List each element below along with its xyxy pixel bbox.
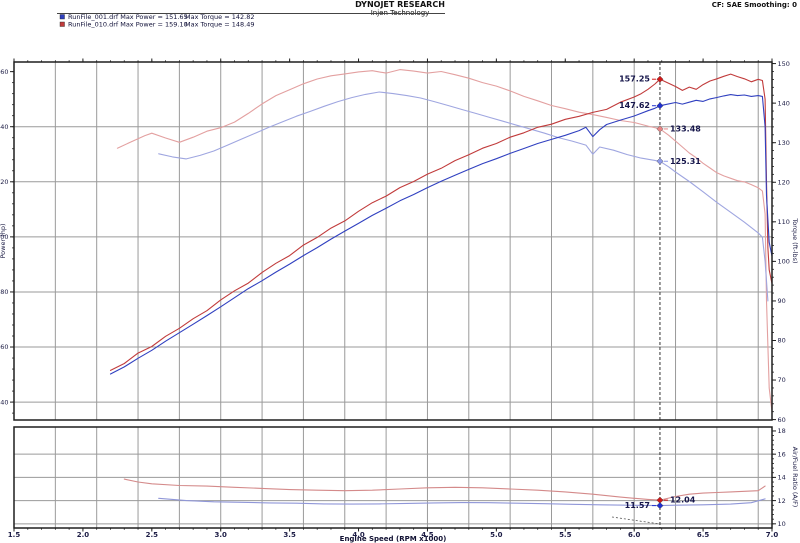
x-tick-label: 4.0	[352, 531, 365, 539]
x-tick-label: 6.0	[628, 531, 641, 539]
x-tick-label: 2.5	[146, 531, 159, 539]
y_right-tick-label: 90	[778, 297, 786, 305]
main-chart: 160 140 120 100 80 60 40 150 140 130 120 110 100 90 80…	[0, 58, 790, 424]
y_right-tick-label: 60	[778, 416, 786, 424]
annotation-label: 157.25	[619, 75, 650, 84]
torque-axis-label: Torque (ft-lbs)	[791, 217, 799, 263]
chart-border	[13, 426, 773, 529]
annotation-marker[interactable]	[656, 125, 664, 133]
legend-run-label: RunFile_010.drf Max Power = 159.10	[68, 21, 188, 29]
x-tick-label: 5.5	[559, 531, 572, 539]
x-tick-label: 6.5	[697, 531, 710, 539]
power-axis-label: Power (hp)	[0, 223, 7, 258]
y_left-tick-label: 80	[0, 288, 8, 296]
annotation-label: 147.62	[619, 101, 650, 110]
legend-swatch	[59, 21, 65, 27]
header-title: DYNOJET RESEARCH	[355, 0, 445, 9]
x-tick-label: 1.5	[8, 531, 21, 539]
y_left-tick-label: 120	[0, 178, 9, 186]
legend-run-label: RunFile_001.drf Max Power = 151.65	[68, 13, 188, 21]
cursor-label-leader	[611, 516, 661, 525]
y_right-tick-label: 150	[778, 60, 790, 68]
y_right-tick-label: 140	[778, 99, 790, 107]
y_right-tick-label: 12	[778, 497, 786, 505]
y_right-tick-label: 16	[778, 450, 786, 458]
x-tick-label: 5.0	[490, 531, 503, 539]
y_left-tick-label: 40	[0, 398, 8, 406]
legend-swatch	[59, 14, 65, 20]
annotation-marker[interactable]	[656, 502, 664, 510]
annotation-label: 133.48	[670, 124, 701, 133]
y_right-tick-label: 120	[778, 178, 790, 186]
x-tick-label: 2.0	[77, 531, 90, 539]
y_right-tick-label: 130	[778, 139, 790, 147]
annotation-marker[interactable]	[656, 102, 664, 110]
x-tick-label: 3.0	[215, 531, 228, 539]
y_right-tick-label: 14	[778, 474, 786, 482]
annotation-label: 11.57	[625, 501, 650, 510]
y_right-tick-label: 100	[778, 258, 790, 266]
annotation-marker[interactable]	[656, 75, 664, 83]
af-run010-curve	[123, 478, 766, 501]
x-tick-label: 7.0	[766, 531, 779, 539]
engine-speed-axis-label: Engine Speed (RPM x1000)	[340, 535, 447, 543]
power-run010-curve	[109, 73, 773, 371]
af-run001-curve	[158, 497, 766, 507]
annotation-marker[interactable]	[656, 157, 664, 165]
y_right-tick-label: 80	[778, 337, 786, 345]
legend-torque-label: Max Torque = 148.49	[185, 21, 254, 29]
y_left-tick-label: 140	[0, 123, 9, 131]
torque-run001-curve	[158, 91, 769, 302]
torque-run010-curve	[116, 69, 773, 413]
af-chart: 18 16 14 12 10 1.5 2.0 2.5 3.0 3.5 4.0 4.5 5.0 5.5 6.0…	[8, 426, 786, 539]
correction-info: CF: SAE Smoothing: 0	[712, 1, 797, 9]
annotation-label: 125.31	[670, 157, 701, 166]
y_right-tick-label: 70	[778, 376, 786, 384]
y_left-tick-label: 60	[0, 343, 8, 351]
af-ratio-axis-label: Air/Fuel Ratio (A/F)	[791, 447, 799, 508]
power-run001-curve	[109, 94, 773, 375]
x-tick-label: 3.5	[283, 531, 296, 539]
y_right-tick-label: 18	[778, 427, 786, 435]
y_left-tick-label: 160	[0, 68, 9, 76]
chart-border	[13, 61, 773, 421]
x-tick-label: 4.5	[421, 531, 434, 539]
y_right-tick-label: 110	[778, 218, 790, 226]
legend-torque-label: Max Torque = 142.82	[185, 13, 254, 21]
y_right-tick-label: 10	[778, 520, 786, 528]
annotation-label: 12.04	[670, 496, 696, 505]
plot-area[interactable]	[14, 62, 772, 420]
y_left-tick-label: 100	[0, 233, 9, 241]
